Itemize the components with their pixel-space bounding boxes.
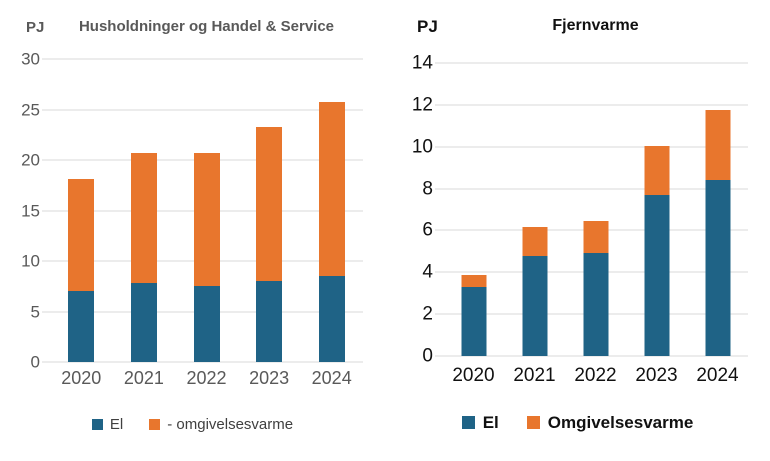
bar-segment-el — [522, 255, 547, 356]
y-tick-label: 2 — [422, 303, 433, 325]
y-tick-label: 0 — [30, 352, 40, 372]
legend-label: Omgivelsesvarme — [547, 413, 694, 432]
bar-segment-el — [318, 276, 345, 362]
legend-swatch — [91, 419, 103, 430]
y-tick-label: 4 — [422, 261, 433, 283]
bar-segment-omgivelsesvarme — [583, 221, 608, 254]
legend-item: - omgivelsesvarme — [149, 417, 293, 432]
y-tick-label: 12 — [411, 94, 433, 116]
stacked-bar-2021 — [522, 63, 547, 356]
x-tick-label: 2023 — [249, 368, 290, 388]
legend-swatch — [461, 416, 475, 429]
fjernvarme-chart: PJ Fjernvarme 0 2 4 6 8 10 12 14 2020 2021 2022 20… — [385, 0, 770, 461]
y-axis-unit-label: PJ — [26, 19, 45, 36]
y-tick-label: 5 — [30, 302, 40, 321]
bar-segment-el — [68, 291, 95, 362]
bar-segment-el — [644, 194, 669, 356]
bar-segment-el — [461, 286, 486, 356]
chart-legend: El Omgivelsesvarme — [385, 414, 770, 431]
legend-label: El — [482, 413, 499, 432]
x-tick-label: 2021 — [123, 368, 164, 388]
gridline — [435, 104, 748, 106]
y-tick-label: 6 — [422, 219, 433, 241]
x-axis-labels: 2020 2021 2022 2023 2024 — [443, 366, 748, 390]
y-tick-label: 10 — [411, 136, 433, 158]
bar-segment-omgivelsesvarme — [461, 275, 486, 287]
bar-segment-omgivelsesvarme — [130, 152, 157, 284]
bar-segment-omgivelsesvarme — [193, 152, 220, 287]
stacked-bar-2022 — [583, 63, 608, 356]
x-tick-label: 2022 — [574, 365, 617, 386]
x-axis-labels: 2020 2021 2022 2023 2024 — [50, 369, 363, 391]
plot-area: 0 2 4 6 8 10 12 14 — [412, 54, 748, 366]
stacked-bar-2024 — [705, 63, 730, 356]
plot-area: 0 5 10 15 20 25 30 — [21, 51, 363, 371]
bar-segment-omgivelsesvarme — [522, 227, 547, 256]
x-tick-label: 2023 — [635, 365, 678, 386]
households-chart: PJ Husholdninger og Handel & Service 0 5 1… — [0, 18, 385, 432]
stacked-bar-2021 — [130, 59, 157, 362]
y-tick-label: 10 — [21, 251, 40, 271]
stacked-bar-2023 — [256, 59, 283, 362]
gridline — [42, 361, 363, 363]
bar-segment-omgivelsesvarme — [644, 145, 669, 195]
stacked-bar-2020 — [68, 59, 95, 362]
legend-item: El — [461, 413, 499, 432]
chart-legend: El - omgivelsesvarme — [0, 417, 385, 432]
x-tick-label: 2020 — [61, 368, 102, 388]
gridline — [42, 58, 363, 60]
bar-segment-omgivelsesvarme — [68, 179, 95, 292]
y-tick-label: 14 — [411, 52, 433, 74]
x-tick-label: 2022 — [186, 368, 227, 388]
bar-segment-omgivelsesvarme — [256, 126, 283, 282]
stacked-bar-2022 — [193, 59, 220, 362]
gridline — [435, 146, 748, 148]
legend-item: Omgivelsesvarme — [526, 413, 694, 432]
y-tick-label: 25 — [21, 100, 40, 119]
x-tick-label: 2024 — [696, 365, 739, 386]
gridline — [42, 109, 363, 110]
y-tick-label: 20 — [21, 150, 40, 170]
legend-swatch — [149, 419, 161, 430]
chart-title: Fjernvarme — [552, 17, 639, 34]
stacked-bar-2024 — [318, 59, 345, 362]
bar-segment-omgivelsesvarme — [318, 102, 345, 277]
bar-segment-el — [130, 283, 157, 362]
stacked-bar-2023 — [644, 63, 669, 356]
legend-label: El — [109, 416, 124, 433]
y-tick-label: 8 — [422, 178, 433, 200]
bar-segment-el — [583, 253, 608, 356]
bar-segment-el — [256, 281, 283, 362]
bar-segment-el — [193, 286, 220, 362]
x-tick-label: 2024 — [311, 368, 352, 388]
stacked-bar-2020 — [461, 63, 486, 356]
x-tick-label: 2020 — [452, 365, 495, 386]
legend-label: - omgivelsesvarme — [167, 416, 294, 433]
chart-title: Husholdninger og Handel & Service — [78, 18, 335, 35]
gridline — [435, 62, 748, 64]
y-tick-label: 0 — [422, 345, 433, 367]
legend-item: El — [91, 416, 124, 433]
bar-segment-el — [705, 180, 730, 356]
y-tick-label: 15 — [21, 201, 40, 220]
gridline — [435, 188, 748, 190]
gridline — [435, 355, 748, 357]
bar-segment-omgivelsesvarme — [705, 110, 730, 181]
y-axis-unit-label: PJ — [417, 17, 438, 36]
y-tick-label: 30 — [21, 49, 40, 69]
x-tick-label: 2021 — [513, 365, 556, 386]
legend-swatch — [526, 416, 540, 429]
